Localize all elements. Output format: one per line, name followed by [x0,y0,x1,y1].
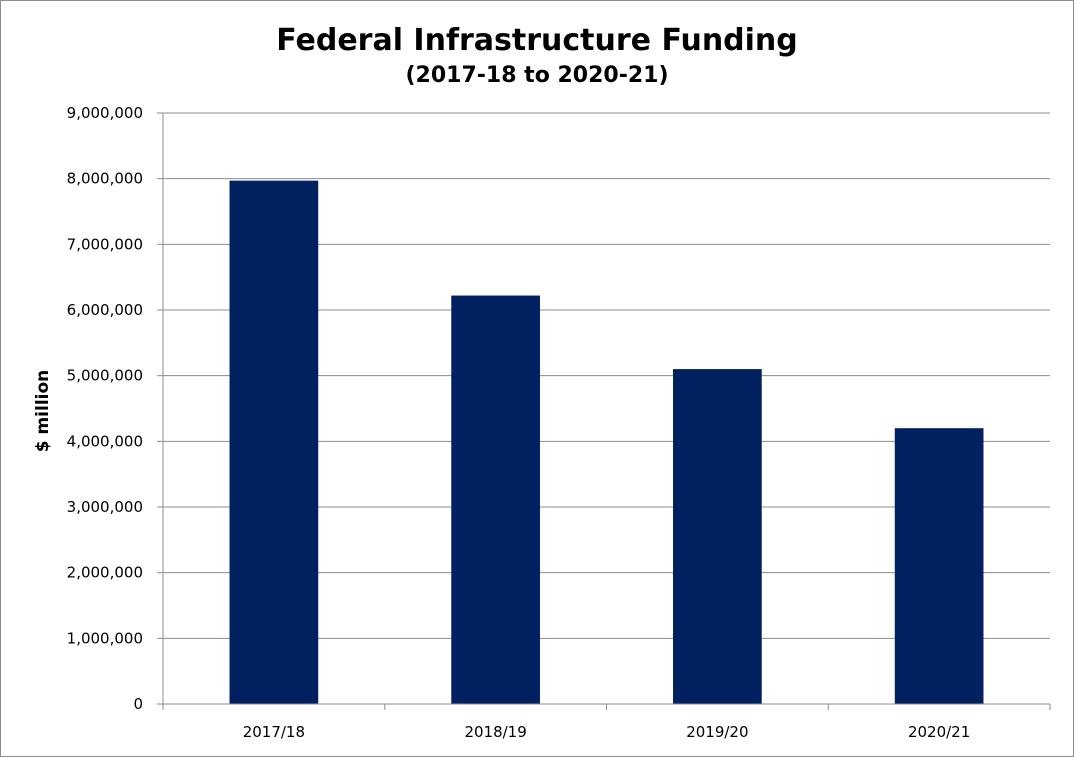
bar-2019-20 [673,369,762,704]
x-tick-label: 2019/20 [686,723,748,741]
y-axis-title: $ million [33,370,53,453]
chart-subtitle: (2017-18 to 2020-21) [405,63,668,88]
y-tick-label: 1,000,000 [67,629,143,647]
y-tick-label: 0 [133,695,143,713]
bars [229,180,984,705]
x-tick-label: 2020/21 [908,723,970,741]
x-axis-tick-labels: 2017/18 2018/19 2019/20 2020/21 [162,704,1051,741]
y-tick-label: 8,000,000 [67,170,143,188]
bar-2018-19 [451,295,540,704]
chart-title: Federal Infrastructure Funding [276,23,798,58]
y-tick-label: 5,000,000 [67,367,143,385]
y-axis-tick-labels: 0 1,000,000 2,000,000 3,000,000 4,000,000 5,0… [67,104,143,713]
bar-2020-21 [894,428,984,704]
y-tick-label: 3,000,000 [67,498,143,516]
bar-2017-18 [229,180,319,705]
y-tick-label: 9,000,000 [67,104,143,122]
x-tick-label: 2018/19 [464,723,526,741]
y-tick-label: 4,000,000 [67,432,143,450]
x-tick-label: 2017/18 [243,723,305,741]
y-tick-label: 6,000,000 [67,301,143,319]
y-tick-label: 2,000,000 [67,564,143,582]
y-tick-label: 7,000,000 [67,235,143,253]
